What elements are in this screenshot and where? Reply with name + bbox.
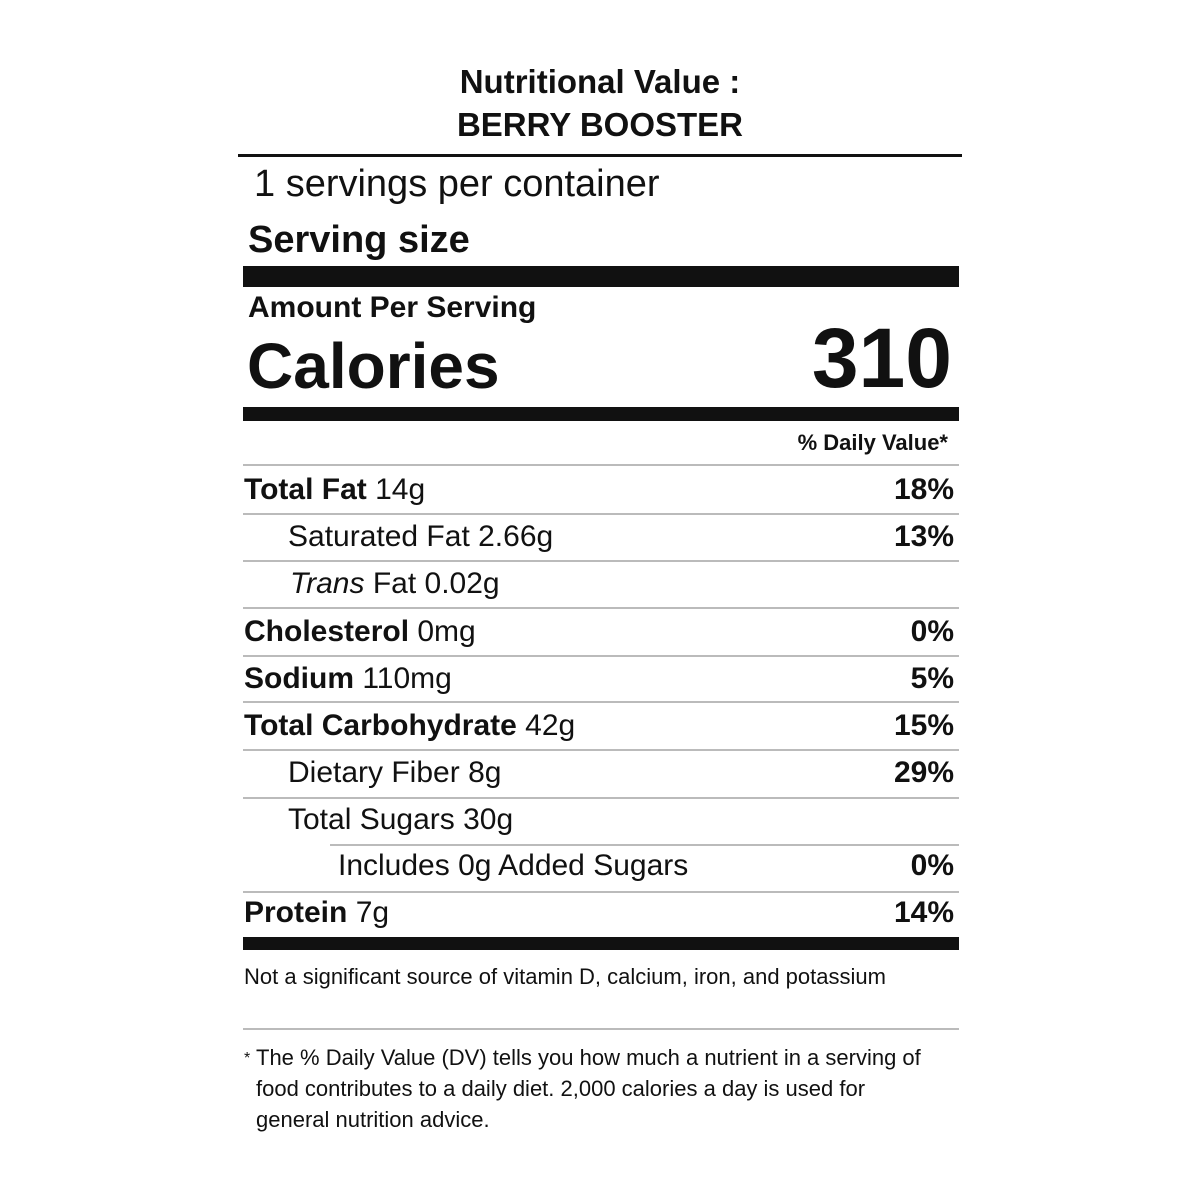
daily-value: 0%	[910, 849, 954, 882]
calories-label: Calories	[247, 330, 500, 402]
nutrient-name: Total Carbohydrate	[244, 709, 517, 742]
nutrient-row: Cholesterol 0mg 0%	[244, 609, 954, 655]
rule	[243, 655, 959, 657]
rule	[243, 607, 959, 609]
nutrient-name: Total Fat	[244, 473, 367, 506]
daily-value: 15%	[893, 709, 954, 742]
nutrient-row: Protein 7g 14%	[244, 890, 954, 936]
nutrient-row: Trans Fat 0.02g	[244, 561, 954, 607]
nutrient-name: Dietary Fiber	[288, 756, 460, 789]
nutrient-amount: 7g	[355, 896, 390, 929]
thick-rule	[243, 937, 959, 950]
calories-value: 310	[811, 311, 952, 405]
rule	[243, 749, 959, 751]
rule	[243, 560, 959, 562]
title: Nutritional Value :	[459, 63, 741, 100]
nutrient-row: Sodium 110mg 5%	[244, 656, 954, 702]
nutrient-amount: 2.66g	[478, 520, 554, 553]
nutrient-row: Total Carbohydrate 42g 15%	[244, 703, 954, 749]
serving-size: Serving size	[248, 219, 470, 261]
nutrient-amount: 110mg	[362, 662, 452, 695]
nutrient-amount: 0mg	[417, 615, 476, 648]
nutrient-row: Includes 0g Added Sugars 0%	[244, 843, 954, 889]
rule	[243, 797, 959, 799]
nutrient-row: Total Sugars 30g	[244, 797, 954, 843]
nutrient-amount: 0.02g	[424, 567, 500, 600]
note: Not a significant source of vitamin D, c…	[244, 964, 886, 989]
daily-value: 0%	[910, 615, 954, 648]
nutrient-name: Saturated Fat	[288, 520, 470, 553]
servings-per-container: 1 servings per container	[254, 163, 660, 205]
nutrient-name: Cholesterol	[244, 615, 410, 648]
footnote: The % Daily Value (DV) tells you how muc…	[256, 1045, 921, 1132]
thick-rule	[243, 407, 959, 421]
rule	[243, 701, 959, 703]
rule	[238, 154, 962, 157]
nutrient-amount: 42g	[525, 709, 576, 742]
nutrient-amount: 30g	[463, 803, 514, 836]
nutrient-name: Fat	[372, 567, 417, 600]
rule	[243, 1028, 959, 1030]
nutrient-prefix: Trans	[290, 567, 365, 600]
daily-value: 13%	[893, 520, 954, 553]
nutrient-amount: 14g	[375, 473, 426, 506]
rule	[243, 891, 959, 893]
nutrient-name: Protein	[244, 896, 348, 929]
daily-value: 18%	[893, 473, 954, 506]
daily-value-header: % Daily Value*	[797, 430, 948, 455]
daily-value: 5%	[910, 662, 954, 695]
product-name: BERRY BOOSTER	[456, 106, 744, 143]
amount-per-serving: Amount Per Serving	[248, 291, 537, 324]
nutrient-row: Total Fat 14g 18%	[244, 467, 954, 513]
nutrient-name: Includes 0g Added Sugars	[338, 849, 689, 882]
nutrient-name: Sodium	[244, 662, 354, 695]
rule	[243, 513, 959, 515]
nutrient-amount: 8g	[468, 756, 502, 789]
rule	[330, 844, 959, 846]
nutrient-name: Total Sugars	[288, 803, 455, 836]
nutrient-row: Saturated Fat 2.66g 13%	[244, 514, 954, 560]
daily-value: 14%	[893, 896, 954, 929]
daily-value: 29%	[893, 756, 954, 789]
thick-rule	[243, 266, 959, 287]
rule	[243, 464, 959, 466]
footnote-mark: *	[244, 1050, 251, 1067]
nutrient-row: Dietary Fiber 8g 29%	[244, 750, 954, 796]
